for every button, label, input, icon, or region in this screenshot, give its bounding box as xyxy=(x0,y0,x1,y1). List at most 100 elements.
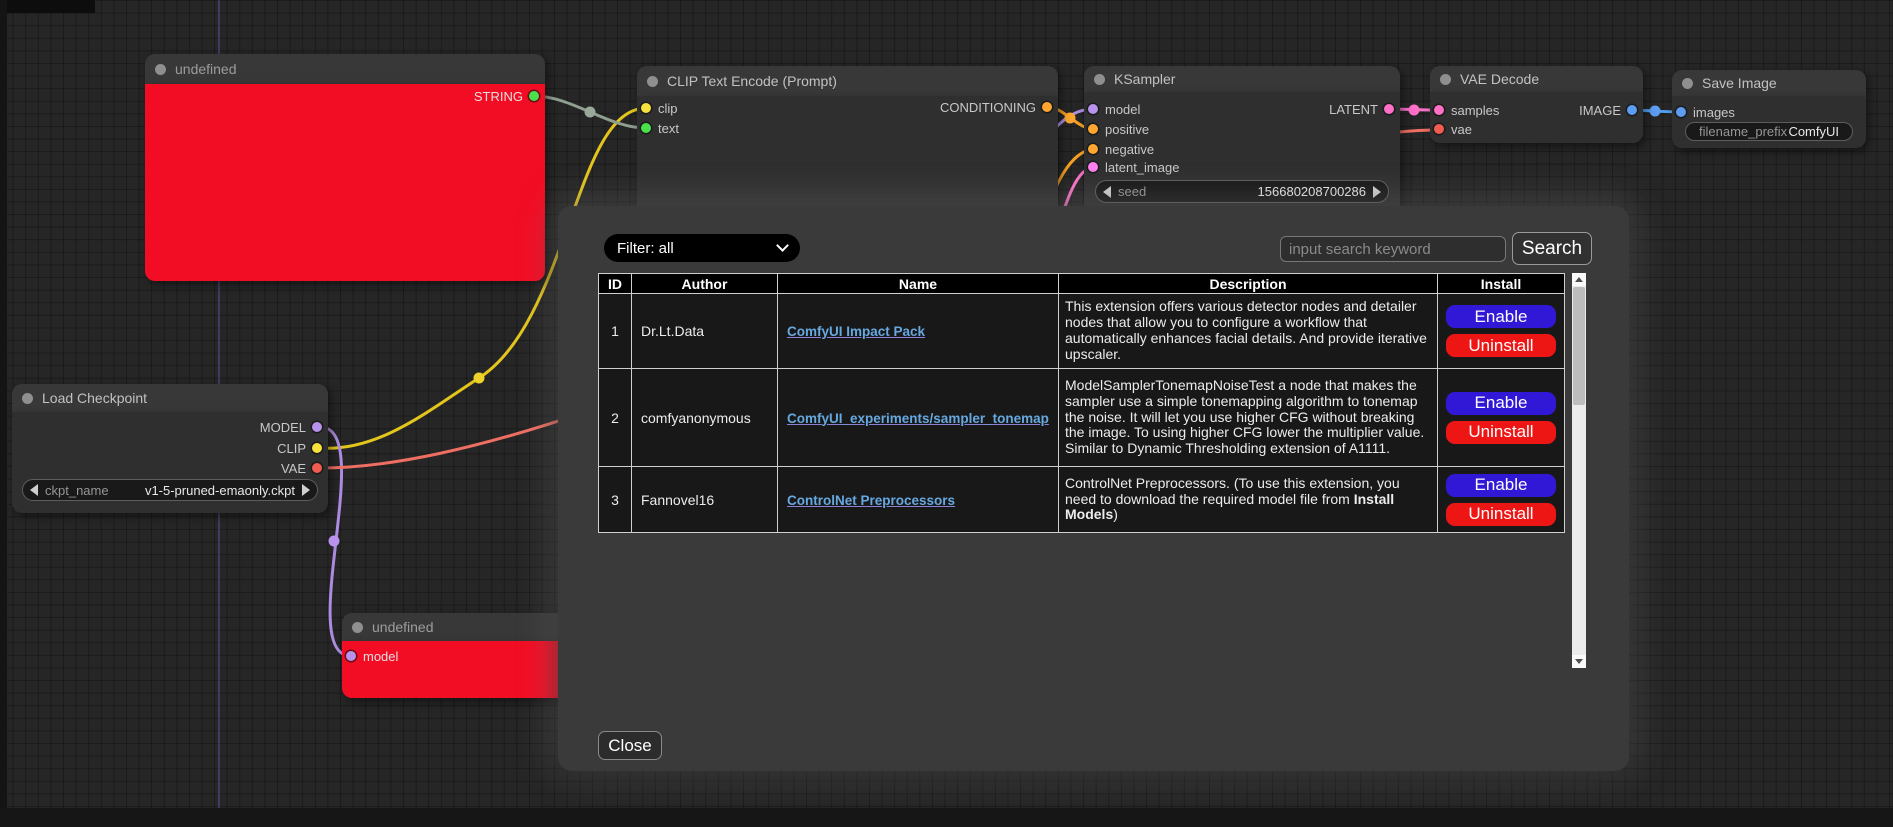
ext-link[interactable]: ComfyUI_experiments/sampler_tonemap xyxy=(787,410,1049,426)
conditioning-output-dot[interactable] xyxy=(1042,102,1052,112)
link-midpoint-dot xyxy=(1408,104,1420,116)
node-collapse-icon[interactable] xyxy=(1440,73,1451,85)
ext-id: 1 xyxy=(598,293,632,369)
model-output-dot[interactable] xyxy=(312,422,322,432)
samples-input-dot[interactable] xyxy=(1434,105,1444,115)
latent-image-input-dot[interactable] xyxy=(1088,162,1098,172)
latent-output-dot[interactable] xyxy=(1384,104,1394,114)
filter-select[interactable]: Filter: all xyxy=(604,234,800,262)
uninstall-button[interactable]: Uninstall xyxy=(1445,333,1557,358)
samples-input-slot[interactable]: samples xyxy=(1430,100,1499,120)
ext-id: 2 xyxy=(598,368,632,467)
node-collapse-icon[interactable] xyxy=(1094,73,1105,85)
model-input-slot[interactable]: model xyxy=(342,646,398,666)
image-output-dot[interactable] xyxy=(1627,105,1637,115)
node-undefined-bottom[interactable]: undefined model xyxy=(342,613,582,698)
scrollbar-down-button[interactable] xyxy=(1572,655,1586,668)
table-row: 1 Dr.Lt.Data ComfyUI Impact Pack This ex… xyxy=(598,293,1565,369)
col-header-id: ID xyxy=(598,273,632,294)
model-input-slot[interactable]: model xyxy=(1084,99,1140,119)
latent-image-input-slot[interactable]: latent_image xyxy=(1084,157,1179,177)
link-midpoint-dot xyxy=(328,535,340,547)
arrow-right-icon[interactable] xyxy=(1373,185,1381,198)
node-load-checkpoint[interactable]: Load Checkpoint MODEL CLIP VAE ckpt_name xyxy=(12,384,328,513)
table-scrollbar[interactable] xyxy=(1572,273,1586,668)
model-input-dot[interactable] xyxy=(1088,104,1098,114)
link-midpoint-dot xyxy=(473,372,485,384)
scrollbar-down-icon xyxy=(1575,659,1583,664)
scrollbar-up-icon xyxy=(1575,277,1583,282)
images-input-slot[interactable]: images xyxy=(1672,102,1735,122)
negative-input-dot[interactable] xyxy=(1088,144,1098,154)
close-button[interactable]: Close xyxy=(598,731,662,760)
node-title: Load Checkpoint xyxy=(42,390,148,406)
model-output-slot[interactable]: MODEL xyxy=(12,417,328,437)
vae-output-slot[interactable]: VAE xyxy=(12,458,328,478)
chevron-down-icon xyxy=(776,239,789,252)
enable-button[interactable]: Enable xyxy=(1445,304,1557,329)
string-output-slot[interactable]: STRING xyxy=(145,86,545,106)
ext-author: Fannovel16 xyxy=(631,466,778,533)
canvas-bottom-edge xyxy=(0,808,1893,827)
node-collapse-icon[interactable] xyxy=(155,63,166,75)
vae-input-dot[interactable] xyxy=(1434,124,1444,134)
scrollbar-thumb[interactable] xyxy=(1573,287,1585,405)
model-input-dot[interactable] xyxy=(346,651,356,661)
search-input[interactable] xyxy=(1280,236,1506,262)
node-undefined-top[interactable]: undefined STRING xyxy=(145,54,545,281)
ext-link[interactable]: ComfyUI Impact Pack xyxy=(787,324,926,339)
wire-string xyxy=(533,94,647,130)
node-vae-decode[interactable]: VAE Decode samples vae IMAGE xyxy=(1430,66,1643,143)
canvas-corner xyxy=(0,0,95,13)
node-title: KSampler xyxy=(1114,71,1176,87)
node-collapse-icon[interactable] xyxy=(352,621,363,633)
node-collapse-icon[interactable] xyxy=(1682,77,1693,89)
vae-output-dot[interactable] xyxy=(312,463,322,473)
arrow-right-icon[interactable] xyxy=(302,484,310,496)
text-input-dot[interactable] xyxy=(641,123,651,133)
scrollbar-up-button[interactable] xyxy=(1572,273,1586,286)
node-title: undefined xyxy=(175,61,237,77)
negative-input-slot[interactable]: negative xyxy=(1084,139,1154,159)
ext-description: ControlNet Preprocessors. (To use this e… xyxy=(1058,466,1438,533)
images-input-dot[interactable] xyxy=(1676,107,1686,117)
col-header-author: Author xyxy=(631,273,778,294)
uninstall-button[interactable]: Uninstall xyxy=(1445,501,1557,527)
clip-output-dot[interactable] xyxy=(312,443,322,453)
node-clip-text-encode[interactable]: CLIP Text Encode (Prompt) clip text COND… xyxy=(637,66,1058,216)
table-row: 2 comfyanonymous ComfyUI_experiments/sam… xyxy=(598,368,1565,467)
clip-output-slot[interactable]: CLIP xyxy=(12,438,328,458)
positive-input-dot[interactable] xyxy=(1088,124,1098,134)
node-collapse-icon[interactable] xyxy=(647,75,658,87)
ext-link[interactable]: ControlNet Preprocessors xyxy=(787,492,956,508)
node-save-image[interactable]: Save Image images filename_prefix ComfyU… xyxy=(1672,70,1866,148)
arrow-left-icon[interactable] xyxy=(1103,185,1111,198)
custom-nodes-manager-dialog: Filter: all Search ID Author Name Descri… xyxy=(558,206,1629,771)
clip-input-dot[interactable] xyxy=(641,103,651,113)
col-header-description: Description xyxy=(1058,273,1438,294)
enable-button[interactable]: Enable xyxy=(1445,472,1557,498)
latent-output-slot[interactable]: LATENT xyxy=(1084,99,1400,119)
node-title: CLIP Text Encode (Prompt) xyxy=(667,73,837,89)
string-output-dot[interactable] xyxy=(529,91,539,101)
node-title: Save Image xyxy=(1702,75,1777,91)
positive-input-slot[interactable]: positive xyxy=(1084,119,1149,139)
node-collapse-icon[interactable] xyxy=(22,392,33,404)
filename-prefix-widget[interactable]: filename_prefix ComfyUI xyxy=(1685,122,1853,141)
node-ksampler[interactable]: KSampler model positive negative latent_… xyxy=(1084,66,1400,216)
ext-author: Dr.Lt.Data xyxy=(631,293,778,369)
enable-button[interactable]: Enable xyxy=(1445,390,1557,416)
arrow-left-icon[interactable] xyxy=(30,484,38,496)
text-input-slot[interactable]: text xyxy=(637,118,679,138)
table-header-row: ID Author Name Description Install xyxy=(598,273,1565,294)
extensions-table: ID Author Name Description Install 1 Dr.… xyxy=(598,273,1565,533)
clip-input-slot[interactable]: clip xyxy=(637,98,678,118)
seed-widget[interactable]: seed 156680208700286 xyxy=(1095,180,1389,203)
search-button[interactable]: Search xyxy=(1512,232,1592,265)
ckpt-name-widget[interactable]: ckpt_name v1-5-pruned-emaonly.ckpt xyxy=(22,479,318,501)
image-output-slot[interactable]: IMAGE xyxy=(1430,100,1643,120)
vae-input-slot[interactable]: vae xyxy=(1430,119,1472,139)
uninstall-button[interactable]: Uninstall xyxy=(1445,419,1557,445)
conditioning-output-slot[interactable]: CONDITIONING xyxy=(637,97,1058,117)
